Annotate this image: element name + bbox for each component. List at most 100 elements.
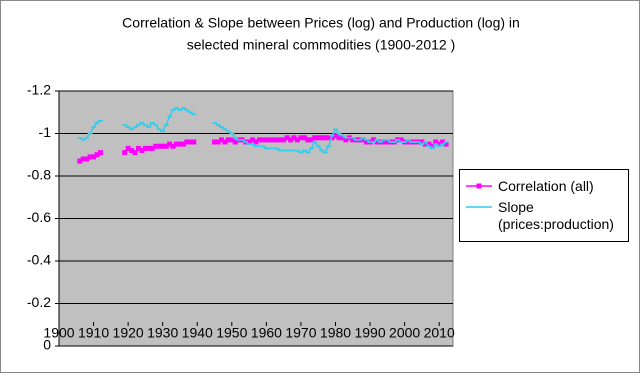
x-tick-label: 1940 — [182, 325, 213, 341]
x-tick-label: 2000 — [389, 325, 420, 341]
point — [350, 137, 356, 143]
point — [326, 135, 332, 141]
y-tick-label: -1.2 — [27, 82, 51, 98]
point — [146, 145, 152, 151]
legend: Correlation (all) Slope (prices:productio… — [459, 169, 629, 242]
point — [163, 143, 169, 149]
point — [191, 139, 197, 145]
point — [184, 139, 190, 145]
point — [422, 141, 428, 147]
point — [222, 139, 228, 145]
point — [332, 133, 338, 139]
point — [129, 148, 135, 153]
point — [308, 137, 314, 143]
point — [263, 137, 269, 143]
point — [167, 141, 173, 147]
point — [426, 141, 432, 147]
point — [291, 135, 297, 141]
point — [305, 137, 311, 143]
point — [281, 137, 287, 143]
point — [398, 137, 404, 143]
point — [360, 137, 366, 143]
point — [135, 145, 141, 151]
chart-title: Correlation & Slope between Prices (log)… — [122, 15, 520, 31]
legend-key — [466, 183, 492, 189]
legend-marker — [476, 183, 482, 189]
point — [149, 145, 155, 151]
point — [122, 150, 128, 156]
x-tick-label: 1980 — [320, 325, 351, 341]
point — [125, 145, 131, 151]
y-tick-label: 0 — [43, 337, 51, 353]
point — [91, 154, 97, 160]
point — [277, 137, 283, 143]
point — [156, 143, 162, 149]
point — [433, 139, 439, 145]
legend-label: Slope (prices:production) — [498, 199, 614, 232]
point — [429, 143, 435, 149]
point — [298, 135, 304, 141]
y-tick-label: -1 — [39, 124, 52, 140]
point — [336, 135, 342, 141]
point — [364, 139, 370, 145]
point — [142, 145, 148, 151]
point — [274, 137, 280, 143]
point — [132, 150, 138, 156]
point — [80, 156, 86, 162]
point — [294, 137, 300, 143]
point — [343, 137, 349, 143]
point — [371, 137, 377, 143]
point — [419, 139, 425, 145]
point — [232, 139, 238, 145]
x-tick-label: 2010 — [424, 325, 455, 341]
x-tick-label: 1960 — [251, 325, 282, 341]
legend-item: Correlation (all) — [460, 178, 628, 195]
point — [187, 139, 193, 145]
point — [87, 154, 93, 160]
point — [443, 141, 449, 147]
x-tick-label: 1910 — [78, 325, 109, 341]
point — [270, 137, 276, 143]
x-tick-label: 1950 — [216, 325, 247, 341]
y-tick-label: -0.8 — [27, 167, 51, 183]
point — [381, 139, 387, 145]
x-tick-label: 1900 — [43, 325, 74, 341]
point — [253, 139, 259, 145]
point — [246, 139, 252, 145]
point — [256, 137, 262, 143]
point — [174, 141, 180, 147]
point — [160, 143, 166, 149]
point — [440, 139, 446, 145]
point — [215, 139, 221, 145]
point — [260, 137, 266, 143]
point — [180, 141, 186, 147]
point — [170, 143, 176, 149]
point — [250, 137, 256, 143]
point — [322, 135, 328, 141]
y-tick-label: -0.2 — [27, 294, 51, 310]
point — [218, 137, 224, 143]
point — [267, 137, 273, 143]
point — [301, 135, 307, 141]
x-tick-label: 1970 — [285, 325, 316, 341]
point — [288, 137, 294, 143]
x-tick-label: 1990 — [354, 325, 385, 341]
point — [339, 135, 345, 141]
y-tick-label: -0.4 — [27, 252, 51, 268]
point — [97, 150, 103, 156]
chart-title: selected mineral commodities (1900-2012 … — [187, 37, 455, 53]
point — [284, 135, 290, 141]
legend-item: Slope (prices:production) — [460, 199, 628, 233]
point — [77, 158, 83, 164]
point — [312, 135, 318, 141]
point — [315, 135, 321, 141]
legend-key — [466, 206, 492, 208]
point — [319, 135, 325, 141]
x-tick-label: 1920 — [113, 325, 144, 341]
point — [229, 137, 235, 143]
point — [153, 143, 159, 149]
point — [94, 152, 100, 158]
point — [84, 156, 90, 162]
